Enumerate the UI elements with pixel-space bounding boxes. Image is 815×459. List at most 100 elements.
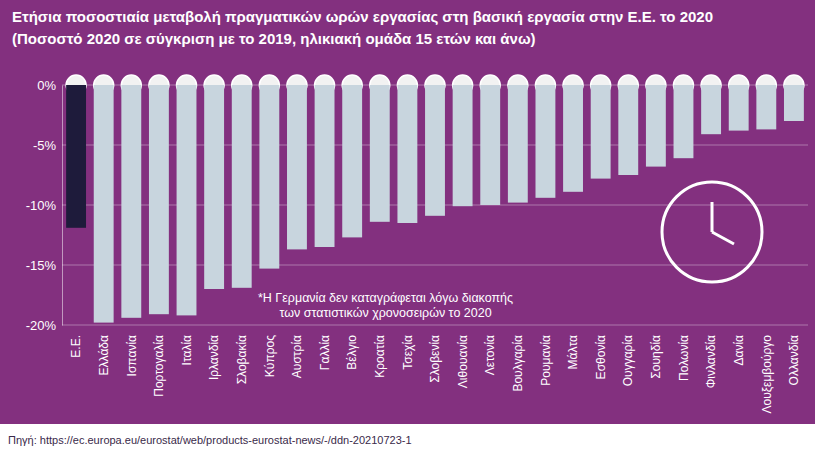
- bar: [535, 85, 555, 198]
- bar: [397, 85, 417, 223]
- title: Ετήσια ποσοστιαία μεταβολή πραγματικών ω…: [12, 8, 713, 25]
- x-tick-label: Σλοβακία: [235, 335, 249, 384]
- background-panel: [0, 0, 815, 424]
- x-tick: Εσθονία: [594, 331, 608, 379]
- x-tick-label: Πορτογαλία: [152, 335, 166, 397]
- x-tick-label: Δανία: [732, 335, 746, 366]
- bar: [370, 85, 390, 222]
- y-tick: -10%: [26, 198, 62, 213]
- grid-line: [62, 325, 808, 326]
- grid: [62, 85, 808, 325]
- y-tick-label: 0%: [37, 78, 56, 93]
- x-tick: Σλοβακία: [235, 331, 249, 384]
- clock-hand: [712, 232, 734, 244]
- x-tick: Ολλανδία: [787, 331, 801, 385]
- x-tick: Ε.Ε.: [69, 331, 83, 358]
- bar: [425, 85, 445, 216]
- bar: [342, 85, 362, 237]
- bar: [784, 85, 804, 121]
- x-tick-label: Ουγγαρία: [621, 335, 635, 386]
- x-tick-label: Βουλγαρία: [511, 335, 525, 392]
- bar: [259, 85, 279, 269]
- x-tick-label: Τσεχία: [401, 335, 415, 370]
- y-axis-line: [62, 86, 63, 326]
- chart: Ετήσια ποσοστιαία μεταβολή πραγματικών ω…: [0, 0, 815, 459]
- clock-face: [662, 182, 762, 282]
- clock-hand: [711, 202, 714, 232]
- bar: [508, 85, 528, 203]
- y-tick-label: -10%: [26, 198, 57, 213]
- x-tick: Δανία: [732, 331, 746, 366]
- x-tick-label: Ελλάδα: [97, 335, 111, 375]
- x-tick: Τσεχία: [401, 331, 415, 370]
- x-tick-label: Ιρλανδία: [207, 335, 221, 380]
- bar: [756, 85, 776, 129]
- x-tick: Αυστρία: [290, 331, 304, 378]
- bar: [177, 85, 197, 315]
- x-tick: Σλοβενία: [428, 331, 442, 383]
- bar: [453, 85, 473, 206]
- x-tick: Ισπανία: [124, 331, 138, 376]
- x-tick-label: Σουηδία: [649, 335, 663, 379]
- y-axis: 0% -5% -10% -15% -20%: [26, 78, 63, 333]
- x-tick-label: Εσθονία: [594, 335, 608, 379]
- x-tick: Κύπρος: [263, 331, 277, 377]
- x-tick-label: Μάλτα: [566, 335, 580, 370]
- y-tick: -20%: [26, 318, 62, 333]
- x-tick: Ρουμανία: [539, 331, 553, 386]
- x-tick: Πορτογαλία: [152, 331, 166, 397]
- bar: [94, 85, 114, 323]
- bar: [149, 85, 169, 314]
- x-tick-label: Ιταλία: [180, 335, 194, 366]
- bar: [563, 85, 583, 192]
- y-tick-label: -5%: [33, 138, 57, 153]
- source: Πηγή: https://ec.europa.eu/eurostat/web/…: [8, 434, 412, 446]
- x-tick-label: Ισπανία: [124, 335, 138, 376]
- y-tick: -15%: [26, 258, 62, 273]
- x-tick: Πολωνία: [677, 331, 691, 381]
- x-tick: Λετονία: [483, 331, 497, 375]
- x-tick-label: Ρουμανία: [539, 335, 553, 386]
- x-tick: Φινλανδία: [704, 331, 718, 388]
- bar: [674, 85, 694, 158]
- x-tick: Λουξεμβούργο: [760, 331, 774, 414]
- bar: [591, 85, 611, 179]
- x-tick: Βουλγαρία: [511, 331, 525, 392]
- x-tick: Ιταλία: [180, 331, 194, 365]
- bar: [232, 85, 252, 288]
- x-tick-label: Λουξεμβούργο: [760, 335, 774, 414]
- x-tick-label: Φινλανδία: [704, 335, 718, 388]
- x-tick: Σουηδία: [649, 331, 663, 379]
- y-tick-label: -20%: [26, 318, 57, 333]
- x-axis: Ε.Ε. Ελλάδα Ισπανία Πορτογαλία Ιταλία Ιρλανδί…: [63, 331, 809, 414]
- x-tick: Βέλγιο: [345, 331, 359, 370]
- x-tick: Μάλτα: [566, 331, 580, 369]
- x-tick-label: Βέλγιο: [345, 335, 359, 370]
- x-tick-label: Πολωνία: [677, 335, 691, 381]
- grid-line: [62, 265, 808, 266]
- x-axis-line: [63, 331, 809, 332]
- bar: [701, 85, 721, 134]
- x-tick-label: Ε.Ε.: [69, 335, 83, 358]
- bar: [480, 85, 500, 205]
- y-tick-label: -15%: [26, 258, 57, 273]
- subtitle: (Ποσοστό 2020 σε σύγκριση με το 2019, ηλ…: [12, 30, 536, 47]
- bar: [315, 85, 335, 247]
- bar: [287, 85, 307, 249]
- bar: [618, 85, 638, 175]
- x-tick-label: Γαλλία: [318, 335, 332, 370]
- x-tick-label: Λετονία: [483, 335, 497, 375]
- x-tick-label: Ολλανδία: [787, 335, 801, 385]
- x-tick: Ελλάδα: [97, 331, 111, 375]
- x-tick: Ουγγαρία: [621, 331, 635, 386]
- clock-icon: [662, 182, 762, 282]
- bar: [646, 85, 666, 167]
- y-tick: -5%: [33, 138, 62, 153]
- x-tick-label: Σλοβενία: [428, 335, 442, 383]
- x-tick-label: Αυστρία: [290, 335, 304, 378]
- bars: [66, 85, 804, 323]
- x-tick: Λιθουανία: [456, 331, 470, 388]
- annotation: *Η Γερμανία δεν καταγράφεται λόγω διακοπ…: [258, 291, 513, 320]
- x-tick-label: Κύπρος: [263, 335, 277, 377]
- bar: [204, 85, 224, 289]
